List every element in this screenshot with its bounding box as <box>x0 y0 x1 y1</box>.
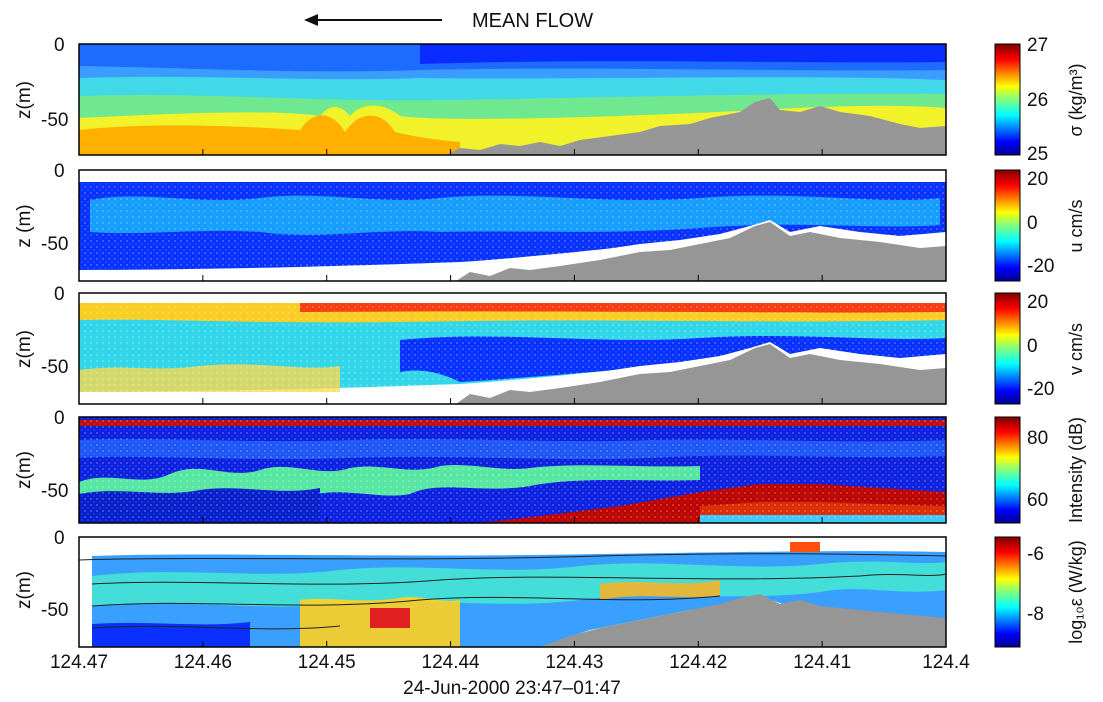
u-ylabel: z (m) <box>14 204 35 247</box>
u-bottom-fill <box>456 222 946 281</box>
sigma-colorbar <box>994 43 1021 156</box>
x-tick-label: 124.44 <box>422 652 481 673</box>
sigma-cbtick-27: 27 <box>1027 35 1048 56</box>
v-cbtick-20: 20 <box>1027 292 1048 313</box>
epsilon-cblabel: log₁₀ε (W/kg) <box>1066 540 1086 644</box>
v-ytick-0: 0 <box>54 284 65 305</box>
panel-sigma: 0 -50 z(m) 27 26 25 σ (kg/m³) <box>14 35 1086 165</box>
v-frame <box>78 292 947 405</box>
sigma-ylabel: z(m) <box>14 81 35 119</box>
sigma-heatmap <box>79 44 946 155</box>
intensity-frame <box>78 416 947 524</box>
sigma-bottom-fill <box>446 98 946 155</box>
intensity-ylabel: z(m) <box>14 451 35 489</box>
x-tick-label: 124.41 <box>793 652 851 673</box>
u-ytick-50: -50 <box>41 234 68 255</box>
v-colorbar <box>994 292 1021 405</box>
v-heatmap <box>79 293 946 404</box>
v-cblabel: v cm/s <box>1066 323 1086 375</box>
intensity-cblabel: Intensity (dB) <box>1066 417 1086 523</box>
x-tick-label: 124.45 <box>298 652 356 673</box>
intensity-colorbar <box>994 416 1021 524</box>
sigma-frame <box>78 43 947 156</box>
v-cbtick-neg20: -20 <box>1027 379 1054 400</box>
sigma-cblabel: σ (kg/m³) <box>1066 63 1086 136</box>
intensity-heatmap <box>79 417 946 523</box>
u-cblabel: u cm/s <box>1066 199 1086 252</box>
mean-flow-label: MEAN FLOW <box>472 10 593 32</box>
x-tick-label: 124.46 <box>174 652 232 673</box>
u-cbtick-neg20: -20 <box>1027 256 1054 277</box>
epsilon-cbtick-neg6: -6 <box>1027 544 1044 565</box>
sigma-ytick-0: 0 <box>54 35 65 56</box>
epsilon-cbtick-neg8: -8 <box>1027 604 1044 625</box>
panel-epsilon: 0 -50 z(m) -6 -8 log₁₀ε (W/kg) <box>14 528 1086 648</box>
epsilon-frame <box>78 536 947 648</box>
panel-u: 0 -50 z (m) 20 0 -20 u cm/s <box>14 161 1086 282</box>
sigma-ytick-50: -50 <box>41 110 68 131</box>
intensity-cbtick-60: 60 <box>1027 490 1048 511</box>
intensity-ytick-50: -50 <box>41 481 68 502</box>
mean-flow-arrow <box>304 14 442 26</box>
panel-v: 0 -50 z(m) 20 0 -20 v cm/s <box>14 284 1086 405</box>
x-tick-label: 124.4 <box>922 652 970 673</box>
epsilon-ylabel: z(m) <box>14 571 35 609</box>
panel-intensity: 0 -50 z(m) 80 60 Intensity (dB) <box>14 408 1086 524</box>
v-bottom-fill <box>456 344 946 404</box>
x-axis: 124.47 124.46 124.45 124.44 124.43 124.42 124.… <box>50 149 970 673</box>
sigma-cbtick-25: 25 <box>1027 144 1048 165</box>
u-colorbar <box>994 169 1021 282</box>
u-frame <box>78 169 947 282</box>
v-cbtick-0: 0 <box>1027 336 1038 357</box>
x-tick-label: 124.42 <box>669 652 727 673</box>
epsilon-contours <box>78 553 947 630</box>
epsilon-heatmap <box>78 537 947 647</box>
x-tick-label: 124.43 <box>545 652 603 673</box>
sigma-cbtick-26: 26 <box>1027 90 1048 111</box>
u-ytick-0: 0 <box>54 161 65 182</box>
u-cbtick-20: 20 <box>1027 169 1048 190</box>
epsilon-colorbar <box>994 536 1021 648</box>
x-axis-label: 24-Jun-2000 23:47–01:47 <box>403 678 621 699</box>
epsilon-ytick-0: 0 <box>54 528 65 549</box>
u-cbtick-0: 0 <box>1027 213 1038 234</box>
intensity-ytick-0: 0 <box>54 408 65 429</box>
epsilon-bottom-fill <box>540 594 946 647</box>
x-tick-label: 124.47 <box>50 652 108 673</box>
v-ylabel: z(m) <box>14 330 35 368</box>
u-heatmap <box>79 170 946 281</box>
v-ytick-50: -50 <box>41 357 68 378</box>
epsilon-ytick-50: -50 <box>41 600 68 621</box>
intensity-cbtick-80: 80 <box>1027 428 1048 449</box>
